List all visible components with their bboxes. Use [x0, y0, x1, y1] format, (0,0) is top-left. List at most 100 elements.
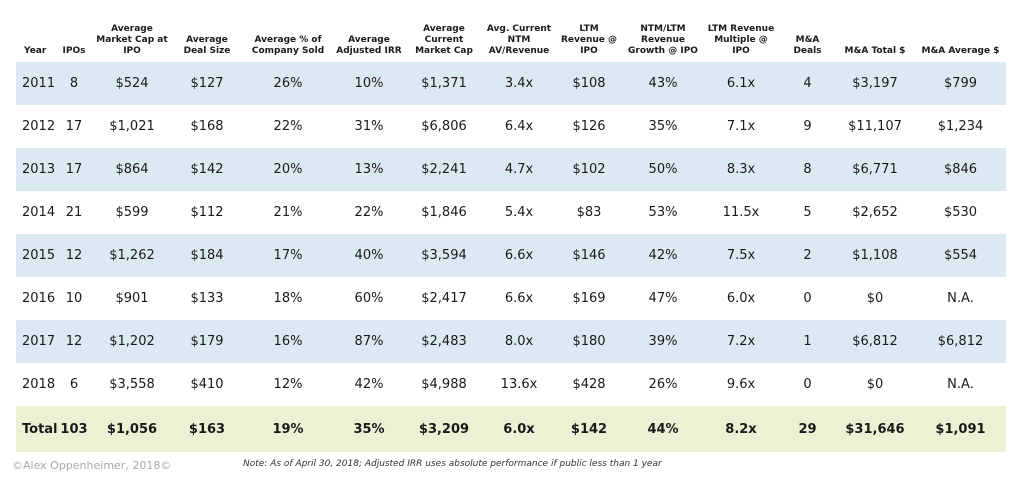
- table-cell: $599: [115, 205, 149, 220]
- table-cell: $112: [190, 205, 224, 220]
- table-cell: 2015: [16, 234, 56, 277]
- table-cell: 2016: [22, 291, 56, 306]
- table-cell: 12%: [273, 377, 303, 392]
- table-cell: $168: [190, 119, 224, 134]
- header-row: Year IPOs Average Market Cap at IPO Aver…: [16, 12, 1006, 62]
- total-cell: 19%: [242, 406, 334, 452]
- table-cell: 6.6x: [484, 234, 554, 277]
- table-cell: 2017: [16, 320, 56, 363]
- total-cell: $1,056: [92, 406, 172, 452]
- header-avg-current-market-cap: Average Current Market Cap: [415, 24, 473, 56]
- table-cell: $0: [866, 377, 884, 392]
- total-cell: $3,209: [404, 406, 484, 452]
- table-cell: 21%: [273, 205, 303, 220]
- table-cell: $864: [92, 148, 172, 191]
- table-cell: 8: [780, 148, 835, 191]
- table-cell: $2,652: [852, 205, 898, 220]
- table-cell: 42%: [624, 234, 702, 277]
- table-cell: $1,021: [109, 119, 155, 134]
- table-cell: 22%: [354, 205, 384, 220]
- table-cell: 9.6x: [726, 377, 756, 392]
- table-cell: $142: [172, 148, 242, 191]
- table-cell: N.A.: [947, 291, 974, 306]
- table-cell: 6.1x: [702, 62, 780, 105]
- table-cell: $127: [172, 62, 242, 105]
- table-cell: 10%: [334, 62, 404, 105]
- table-cell: 4.7x: [484, 148, 554, 191]
- table-cell: 22%: [273, 119, 303, 134]
- table-cell: 10: [65, 291, 83, 306]
- table-cell: 50%: [624, 148, 702, 191]
- table-cell: 8.0x: [484, 320, 554, 363]
- table-cell: 13%: [334, 148, 404, 191]
- table-cell: 12: [56, 320, 92, 363]
- table-row: 2014 21 $599 $112 21% 22% $1,846 5.4x $8…: [16, 191, 1006, 234]
- table-cell: $1,108: [835, 234, 915, 277]
- table-cell: 17: [56, 148, 92, 191]
- table-cell: $1,262: [92, 234, 172, 277]
- table-cell: 6.6x: [504, 291, 534, 306]
- header-avg-pct-sold: Average % of Company Sold: [251, 35, 325, 56]
- table-cell: $428: [572, 377, 606, 392]
- table-cell: $2,483: [404, 320, 484, 363]
- table-cell: $184: [172, 234, 242, 277]
- table-cell: $1,202: [92, 320, 172, 363]
- table-cell: 4: [780, 62, 835, 105]
- table-cell: 17: [65, 119, 83, 134]
- table-cell: 17%: [242, 234, 334, 277]
- table-cell: $1,234: [937, 119, 984, 134]
- total-cell: 6.0x: [484, 406, 554, 452]
- table-cell: $108: [554, 62, 624, 105]
- table-cell: $1,846: [421, 205, 467, 220]
- table-cell: 60%: [354, 291, 384, 306]
- table-cell: $3,558: [109, 377, 155, 392]
- table-cell: 53%: [648, 205, 678, 220]
- total-cell: $142: [554, 406, 624, 452]
- table-cell: $6,812: [915, 320, 1006, 363]
- table-cell: $102: [554, 148, 624, 191]
- table-cell: 26%: [648, 377, 678, 392]
- table-cell: 39%: [624, 320, 702, 363]
- table-cell: 9: [803, 119, 812, 134]
- total-cell: 103: [56, 406, 92, 452]
- table-cell: 21: [65, 205, 83, 220]
- table-cell: N.A.: [947, 377, 974, 392]
- header-ma-total: M&A Total $: [844, 46, 906, 56]
- table-cell: $901: [115, 291, 149, 306]
- table-cell: 40%: [334, 234, 404, 277]
- header-revenue-growth-ipo: NTM/LTM Revenue Growth @ IPO: [628, 24, 698, 56]
- table-cell: $179: [172, 320, 242, 363]
- header-avg-adjusted-irr: Average Adjusted IRR: [336, 35, 402, 56]
- table-cell: $554: [915, 234, 1006, 277]
- table-row: 2015 12 $1,262 $184 17% 40% $3,594 6.6x …: [16, 234, 1006, 277]
- table-cell: 6.4x: [504, 119, 534, 134]
- table-cell: $1,371: [404, 62, 484, 105]
- table-cell: 7.2x: [702, 320, 780, 363]
- table-cell: 2018: [22, 377, 56, 392]
- table-cell: 47%: [648, 291, 678, 306]
- header-ltm-revenue-multiple: LTM Revenue Multiple @ IPO: [707, 24, 775, 56]
- total-cell: $31,646: [835, 406, 915, 452]
- table-cell: $2,241: [404, 148, 484, 191]
- table-cell: $530: [943, 205, 978, 220]
- table-cell: 16%: [242, 320, 334, 363]
- table-row: 2012 17 $1,021 $168 22% 31% $6,806 6.4x …: [16, 105, 1006, 148]
- table-cell: 43%: [624, 62, 702, 105]
- table-cell: $524: [92, 62, 172, 105]
- table-cell: 3.4x: [484, 62, 554, 105]
- header-avg-deal-size: Average Deal Size: [183, 35, 231, 56]
- table-cell: $2,417: [421, 291, 467, 306]
- copyright-text: ©Alex Oppenheimer, 2018©: [12, 459, 172, 472]
- table-cell: $4,988: [421, 377, 467, 392]
- total-cell: $1,091: [915, 406, 1006, 452]
- header-ma-deals: M&A Deals: [793, 35, 822, 56]
- header-year: Year: [24, 46, 47, 56]
- table-cell: 35%: [648, 119, 678, 134]
- table-cell: $11,107: [848, 119, 902, 134]
- table-cell: $799: [915, 62, 1006, 105]
- table-cell: $6,771: [835, 148, 915, 191]
- table-cell: $846: [915, 148, 1006, 191]
- table-cell: 2013: [16, 148, 56, 191]
- table-cell: 6: [69, 377, 79, 392]
- table-cell: 87%: [334, 320, 404, 363]
